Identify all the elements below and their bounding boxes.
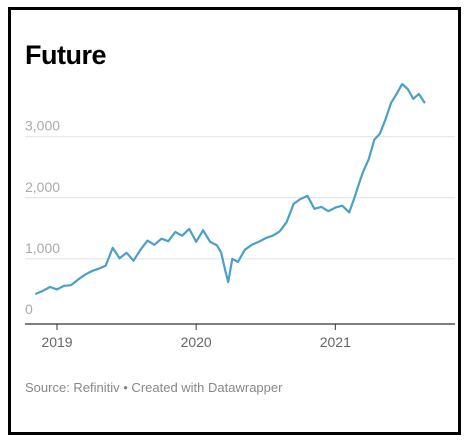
y-tick-label: 1,000 <box>25 240 60 256</box>
x-tick-label: 2021 <box>320 334 351 350</box>
chart-card: Future Source: Refinitiv • Created with … <box>8 7 461 435</box>
series-line <box>35 83 426 295</box>
x-tick-label: 2020 <box>181 334 212 350</box>
y-tick-label: 2,000 <box>25 179 60 195</box>
x-tick-label: 2019 <box>41 334 72 350</box>
chart-title: Future <box>25 40 107 70</box>
source-note: Source: Refinitiv • Created with Datawra… <box>25 380 283 395</box>
y-tick-label: 3,000 <box>25 118 60 134</box>
y-tick-label: 0 <box>25 301 33 317</box>
